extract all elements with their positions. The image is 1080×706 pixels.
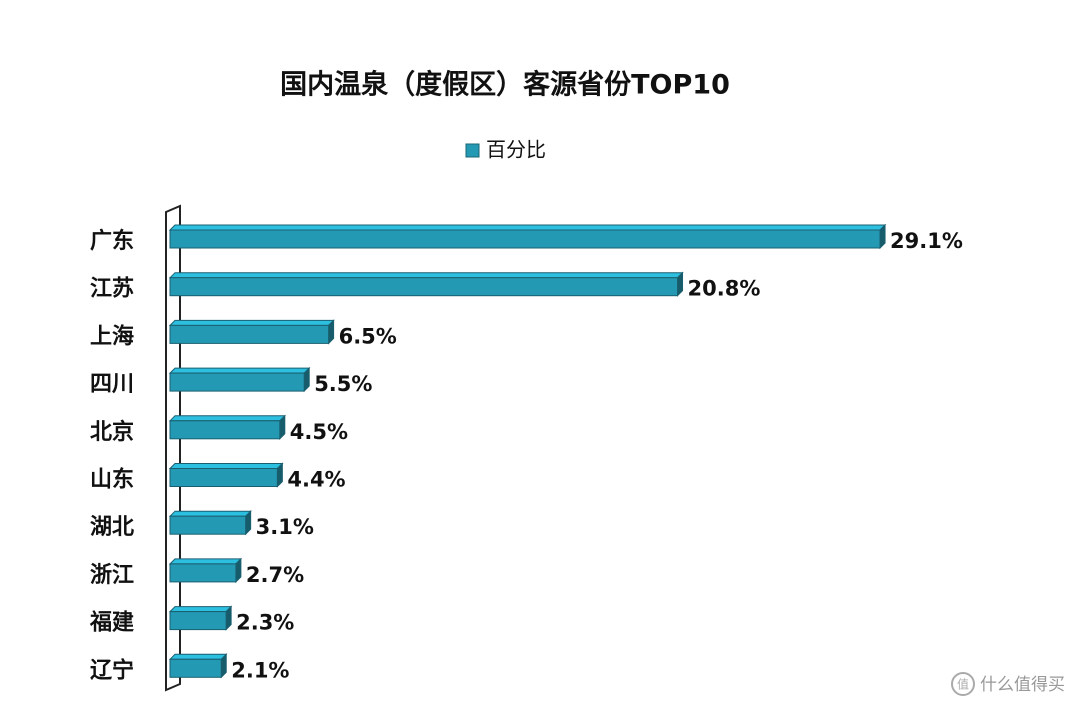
data-label: 2.7%	[246, 563, 304, 587]
legend-swatch	[465, 143, 480, 158]
y-tick-label: 广东	[90, 228, 134, 254]
bar-top	[168, 558, 243, 565]
y-tick-label: 四川	[90, 372, 134, 397]
bar	[169, 324, 330, 344]
data-label: 3.1%	[256, 515, 314, 539]
bar	[169, 277, 679, 297]
y-tick-label: 福建	[89, 611, 134, 636]
y-tick-label: 北京	[90, 419, 134, 445]
watermark-icon	[951, 672, 975, 696]
bar-top	[168, 653, 228, 660]
bar-top	[168, 510, 252, 517]
data-label: 4.4%	[287, 468, 345, 492]
data-label: 29.1%	[890, 229, 963, 253]
data-label: 5.5%	[314, 372, 372, 396]
bar	[169, 658, 222, 678]
data-label: 2.3%	[236, 611, 294, 635]
legend-label: 百分比	[486, 138, 546, 162]
bar-top	[168, 272, 684, 279]
watermark: 值 什么值得买	[951, 672, 1065, 696]
watermark-text: 什么值得买	[980, 675, 1065, 695]
bar	[169, 229, 881, 249]
data-label: 2.1%	[231, 658, 289, 682]
y-tick-label: 江苏	[90, 276, 134, 302]
bar	[169, 372, 305, 392]
bar-top	[168, 319, 335, 326]
bar-top	[168, 606, 233, 613]
bar-top	[168, 367, 311, 374]
data-label: 20.8%	[688, 277, 761, 301]
watermark-icon-text: 值	[957, 677, 969, 692]
data-label: 4.5%	[290, 420, 348, 444]
bar-top	[168, 463, 284, 469]
bar	[169, 468, 278, 487]
bar	[169, 563, 237, 583]
bar	[169, 515, 247, 535]
bar	[169, 420, 281, 440]
y-tick-label: 湖北	[90, 515, 134, 540]
bar-top	[168, 224, 887, 231]
chart-title: 国内温泉（度假区）客源省份TOP10	[280, 69, 730, 101]
y-tick-label: 浙江	[90, 563, 134, 588]
data-label: 6.5%	[339, 324, 397, 348]
bar-top	[168, 415, 287, 422]
bar	[169, 611, 227, 631]
y-tick-label: 山东	[90, 467, 134, 493]
y-tick-label: 辽宁	[90, 657, 134, 683]
y-tick-label: 上海	[90, 323, 134, 349]
